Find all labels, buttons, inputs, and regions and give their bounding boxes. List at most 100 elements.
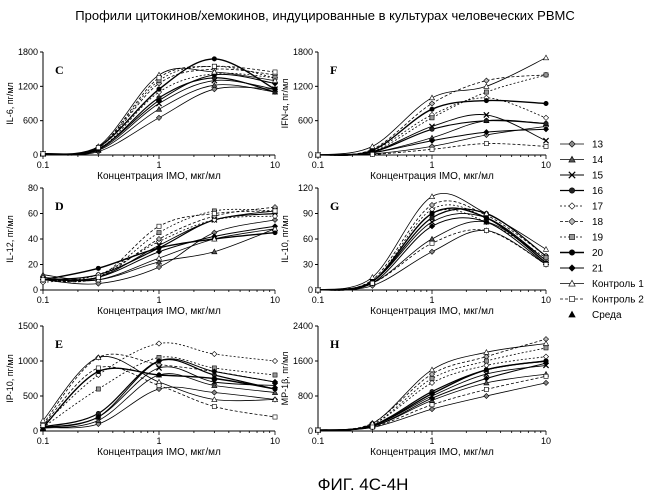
y-tick-label: 600	[298, 116, 313, 126]
legend-marker	[569, 141, 575, 147]
data-point	[543, 247, 548, 252]
x-axis-label: Концентрация IMO, мкг/мл	[370, 447, 494, 458]
legend-label: 15	[592, 171, 604, 182]
figure-title: Профили цитокинов/хемокинов, индуцирован…	[75, 8, 574, 23]
data-point	[430, 241, 434, 245]
panel-letter: D	[55, 199, 64, 213]
y-tick-label: 1500	[18, 321, 38, 331]
data-point	[429, 372, 434, 377]
data-point	[157, 87, 161, 91]
legend: 131415161718192021Контроль 1Контроль 2Ср…	[560, 140, 644, 322]
legend-item-13: 13	[560, 140, 604, 151]
panel-letter: C	[55, 63, 64, 77]
x-tick-label: 10	[270, 436, 280, 446]
data-point	[484, 118, 488, 122]
data-point	[429, 194, 434, 199]
data-point	[484, 368, 488, 372]
y-tick-label: 800	[298, 391, 313, 401]
legend-marker	[569, 234, 574, 239]
x-tick-label: 1	[429, 295, 434, 305]
data-point	[157, 224, 161, 228]
legend-item-19: 19	[560, 233, 604, 244]
y-tick-label: 60	[28, 209, 38, 219]
x-tick-label: 0.1	[37, 160, 50, 170]
data-point	[316, 153, 320, 157]
y-tick-label: 0	[308, 150, 313, 160]
panel-letter: H	[330, 337, 340, 351]
series-line	[318, 221, 546, 290]
panel-h: 0800160024000.1110Концентрация IMO, мкг/…	[280, 321, 551, 458]
x-tick-label: 10	[541, 160, 551, 170]
legend-marker	[569, 203, 575, 209]
y-tick-label: 1000	[18, 356, 38, 366]
data-point	[212, 376, 216, 380]
data-point	[430, 211, 434, 215]
data-point	[156, 249, 161, 254]
data-point	[272, 358, 277, 363]
data-point	[96, 366, 100, 370]
data-point	[96, 145, 100, 149]
data-point	[544, 374, 548, 378]
y-tick-label: 1800	[293, 47, 313, 57]
data-point	[430, 127, 434, 131]
series-19	[316, 346, 548, 432]
panel-letter: F	[330, 63, 337, 77]
data-point	[273, 70, 277, 74]
y-tick-label: 500	[23, 391, 38, 401]
data-point	[41, 423, 45, 427]
data-point	[429, 95, 434, 100]
legend-label: Среда	[592, 310, 622, 321]
data-point	[41, 152, 45, 156]
y-tick-label: 0	[33, 150, 38, 160]
x-axis-label: Концентрация IMO, мкг/мл	[370, 306, 494, 317]
y-axis-label: MP-1β, пг/мл	[280, 352, 290, 406]
data-point	[212, 390, 217, 395]
y-tick-label: 600	[23, 116, 38, 126]
legend-marker	[569, 250, 574, 255]
legend-item-18: 18	[560, 217, 604, 228]
y-tick-label: 0	[308, 426, 313, 436]
x-tick-label: 1	[429, 160, 434, 170]
series-line	[43, 359, 275, 428]
x-tick-label: 10	[541, 436, 551, 446]
data-point	[430, 216, 434, 220]
data-point	[212, 64, 216, 68]
y-tick-label: 0	[33, 426, 38, 436]
legend-item-20: 20	[560, 248, 604, 259]
y-tick-label: 80	[28, 183, 38, 193]
data-point	[484, 363, 489, 368]
data-point	[544, 101, 548, 105]
data-point	[543, 115, 548, 120]
data-point	[544, 73, 548, 77]
panel-letter: G	[330, 199, 339, 213]
y-tick-label: 1600	[293, 356, 313, 366]
data-point	[429, 380, 434, 385]
legend-marker	[569, 265, 575, 271]
x-tick-label: 1	[156, 295, 161, 305]
x-tick-label: 10	[270, 295, 280, 305]
legend-label: 16	[592, 186, 604, 197]
legend-item-21: 21	[560, 264, 604, 275]
data-point	[543, 55, 548, 60]
data-point	[156, 264, 161, 269]
x-tick-label: 1	[156, 160, 161, 170]
series-15	[40, 208, 277, 282]
data-point	[430, 107, 434, 111]
data-point	[157, 373, 161, 377]
series-16	[41, 359, 277, 429]
data-point	[429, 367, 434, 372]
y-tick-label: 1800	[18, 47, 38, 57]
x-axis-label: Концентрация IMO, мкг/мл	[97, 306, 221, 317]
y-tick-label: 1200	[293, 81, 313, 91]
y-tick-label: 0	[33, 285, 38, 295]
x-tick-label: 0.1	[37, 295, 50, 305]
y-tick-label: 1200	[18, 81, 38, 91]
y-tick-label: 0	[308, 285, 313, 295]
y-axis-label: IFN-α, пг/мл	[280, 79, 290, 129]
y-axis-label: IP-10, пг/мл	[5, 354, 15, 403]
data-point	[430, 116, 434, 120]
legend-item-control-1: Контроль 1	[560, 279, 644, 290]
data-point	[484, 141, 488, 145]
series-line	[318, 344, 546, 431]
